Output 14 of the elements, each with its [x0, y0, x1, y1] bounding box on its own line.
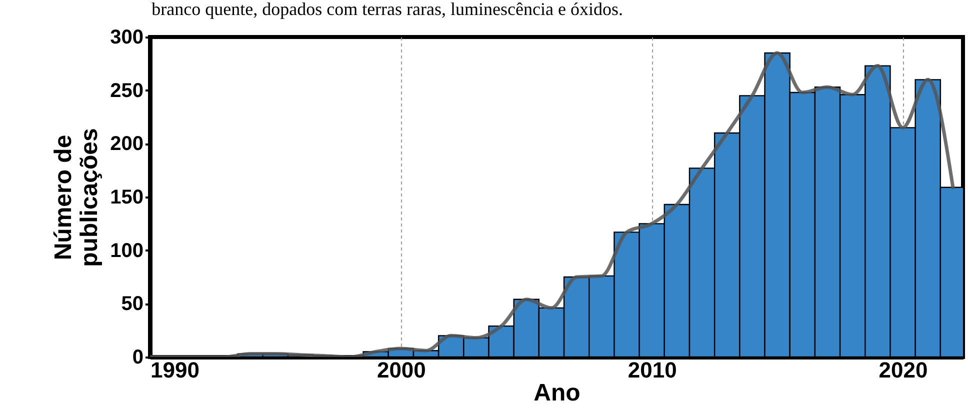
y-tick-label: 250: [110, 80, 144, 102]
y-tick-label: 0: [132, 346, 144, 368]
x-tick-label: 2010: [628, 358, 677, 382]
y-tick-label: 100: [110, 240, 144, 262]
x-axis-title: Ano: [534, 380, 580, 406]
y-axis-title: Número de publicações: [50, 128, 104, 267]
chart-title: branco quente, dopados com terras raras, luminescência e óxidos.: [152, 0, 623, 19]
y-tick-label: 150: [110, 186, 144, 208]
y-tick-label: 200: [110, 133, 144, 156]
x-tick-label: 2020: [878, 358, 928, 382]
y-tick-label: 300: [110, 26, 144, 48]
x-tick-label: 2000: [376, 358, 426, 382]
y-tick-label: 50: [121, 293, 144, 316]
x-tick-label: 1990: [150, 358, 200, 382]
